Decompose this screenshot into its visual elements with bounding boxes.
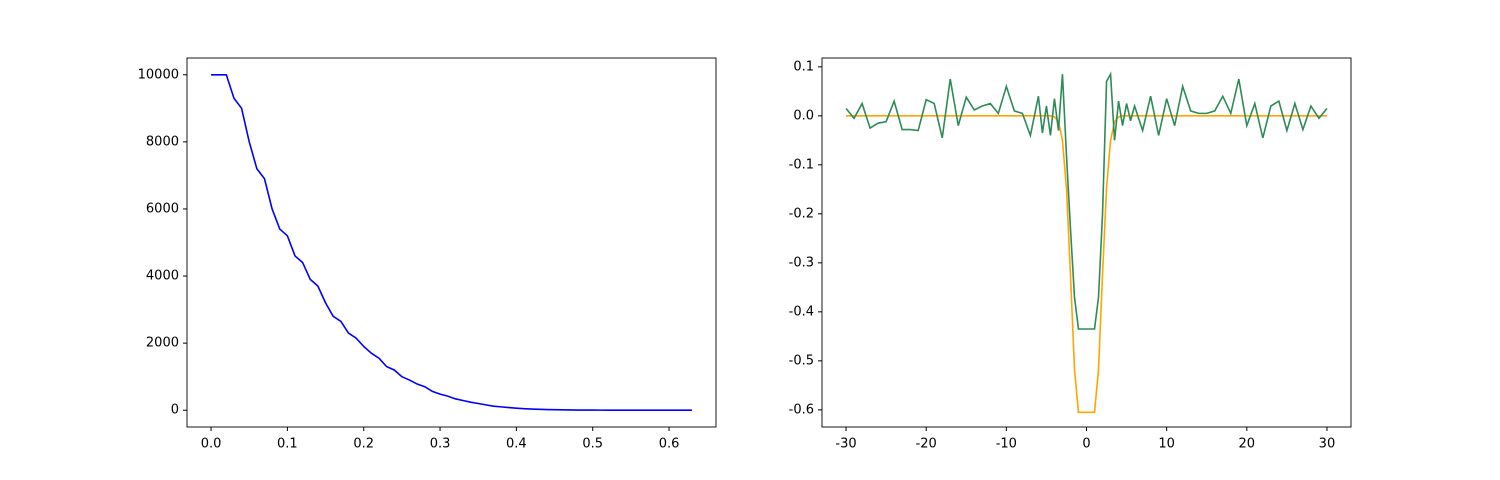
y-tick-label: -0.3 bbox=[789, 255, 814, 270]
data-line bbox=[845, 71, 1328, 330]
x-tick-label: 10 bbox=[1158, 437, 1175, 452]
x-tick-label: -20 bbox=[916, 437, 937, 452]
x-tick-label: 20 bbox=[1239, 437, 1256, 452]
x-tick-label: 0.5 bbox=[582, 437, 603, 452]
x-tick-label: -30 bbox=[835, 437, 856, 452]
x-tick-label: 30 bbox=[1319, 437, 1336, 452]
data-line bbox=[846, 115, 1327, 414]
y-tick-label: 2000 bbox=[146, 336, 179, 351]
x-tick-label: 0.4 bbox=[506, 437, 527, 452]
y-tick-label: -0.6 bbox=[789, 402, 814, 417]
y-tick-label: 6000 bbox=[146, 201, 179, 216]
x-tick-label: 0.6 bbox=[659, 437, 680, 452]
x-tick-label: 0.0 bbox=[201, 437, 222, 452]
y-tick-label: 0 bbox=[171, 403, 179, 418]
y-tick-label: 0.0 bbox=[793, 108, 814, 123]
y-tick-label: -0.1 bbox=[789, 157, 814, 172]
y-tick-label: 8000 bbox=[146, 134, 179, 149]
x-tick-label: 0.1 bbox=[277, 437, 298, 452]
y-tick-label: 10000 bbox=[138, 67, 179, 82]
x-tick-label: 0 bbox=[1082, 437, 1090, 452]
x-tick-label: -10 bbox=[996, 437, 1017, 452]
axes-frame bbox=[821, 57, 1352, 428]
y-tick-label: -0.5 bbox=[789, 353, 814, 368]
y-tick-label: 4000 bbox=[146, 269, 179, 284]
x-tick-label: 0.3 bbox=[430, 437, 451, 452]
y-tick-label: 0.1 bbox=[793, 59, 814, 74]
data-line bbox=[211, 73, 692, 412]
x-tick-label: 0.2 bbox=[353, 437, 374, 452]
y-tick-label: -0.4 bbox=[789, 304, 814, 319]
axes-frame bbox=[186, 57, 717, 428]
y-tick-label: -0.2 bbox=[789, 206, 814, 221]
